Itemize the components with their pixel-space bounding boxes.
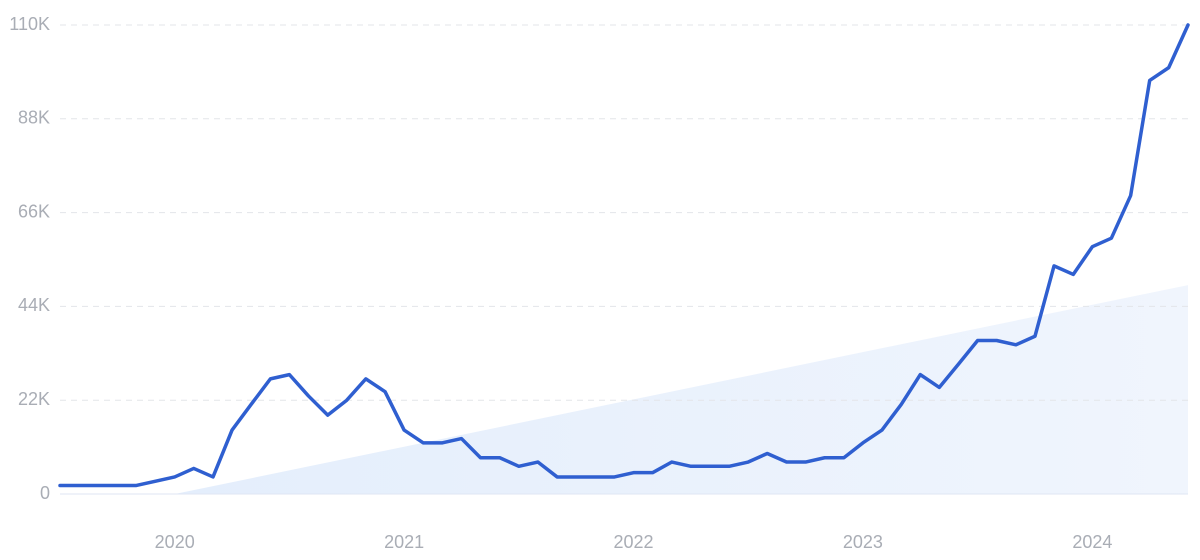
x-tick-label: 2023	[843, 532, 883, 552]
x-tick-label: 2024	[1072, 532, 1112, 552]
y-tick-label: 0	[40, 483, 50, 503]
y-tick-label: 110K	[9, 14, 50, 34]
line	[58, 23, 1190, 488]
y-tick-label: 66K	[18, 201, 50, 221]
y-tick-label: 44K	[18, 295, 50, 315]
y-tick-label: 22K	[18, 389, 50, 409]
trend-area	[174, 285, 1188, 494]
x-tick-label: 2020	[155, 532, 195, 552]
y-tick-label: 88K	[18, 108, 50, 128]
x-tick-label: 2021	[384, 532, 424, 552]
x-tick-label: 2022	[613, 532, 653, 552]
